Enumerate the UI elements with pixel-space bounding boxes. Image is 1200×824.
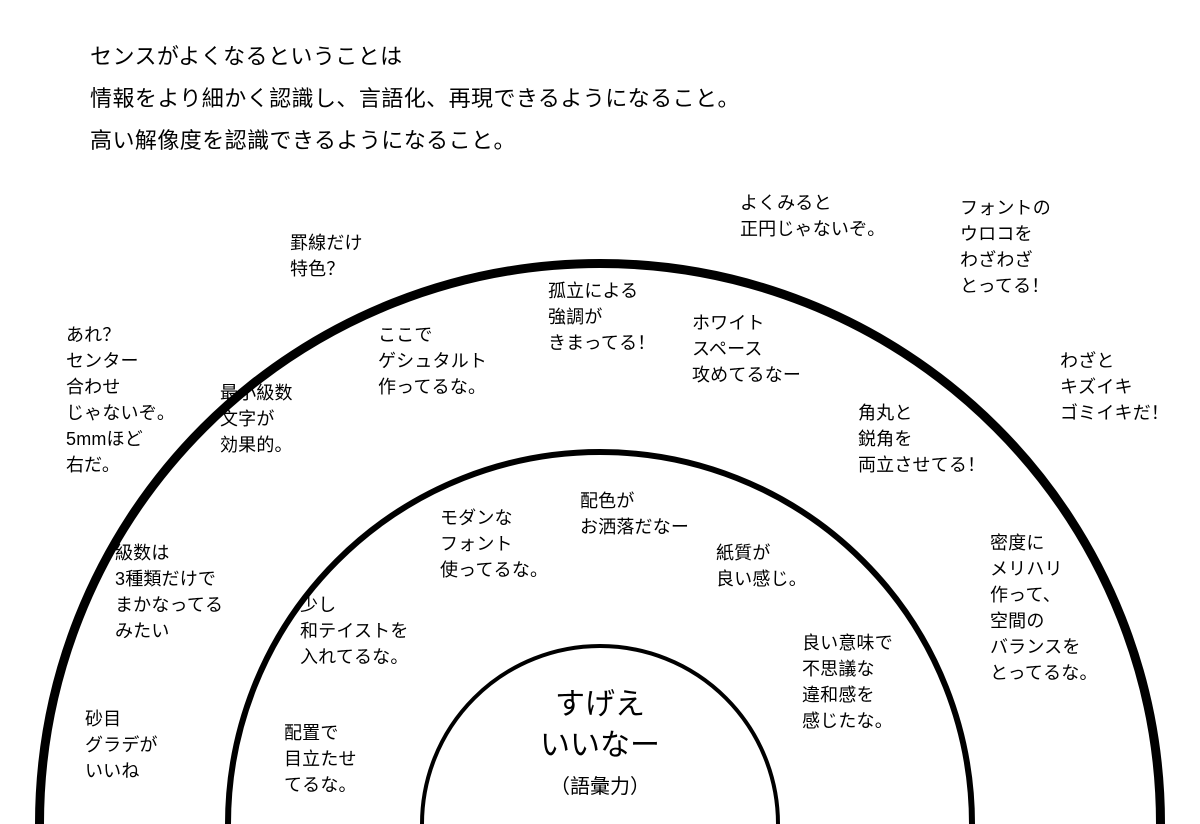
annotation-label: 角丸と 鋭角を 両立させてる！ (858, 400, 985, 478)
header-line-3: 高い解像度を認識できるようになること。 (90, 120, 740, 162)
header-line-1: センスがよくなるということは (90, 36, 740, 78)
header-line-2: 情報をより細かく認識し、言語化、再現できるようになること。 (90, 78, 740, 120)
header-block: センスがよくなるということは 情報をより細かく認識し、言語化、再現できるようにな… (90, 36, 740, 161)
annotation-label: 配置で 目立たせ てるな。 (284, 720, 357, 798)
center-label: すげえ いいなー （語彙力） (520, 685, 680, 799)
annotation-label: 配色が お洒落だなー (580, 488, 689, 540)
annotation-label: 密度に メリハリ 作って、 空間の バランスを とってるな。 (990, 530, 1098, 687)
annotation-label: 最小級数 文字が 効果的。 (220, 380, 293, 458)
annotation-label: 罫線だけ 特色？ (290, 230, 363, 282)
annotation-label: 紙質が 良い感じ。 (716, 540, 807, 592)
diagram-stage: センスがよくなるということは 情報をより細かく認識し、言語化、再現できるようにな… (0, 0, 1200, 824)
annotation-label: 砂目 グラデが いいね (85, 706, 158, 784)
annotation-label: ホワイト スペース 攻めてるなー (692, 310, 801, 388)
annotation-label: 級数は 3種類だけで まかなってる みたい (115, 540, 223, 644)
center-main-2: いいなー (520, 726, 680, 767)
annotation-label: ここで ゲシュタルト 作ってるな。 (378, 322, 487, 400)
annotation-label: あれ？ センター 合わせ じゃないぞ。 5mmほど 右だ。 (66, 322, 175, 479)
annotation-label: 孤立による 強調が きまってる！ (548, 278, 655, 356)
annotation-label: フォントの ウロコを わざわざ とってる！ (960, 195, 1051, 299)
annotation-label: 良い意味で 不思議な 違和感を 感じたな。 (802, 630, 893, 734)
annotation-label: わざと キズイキ ゴミイキだ！ (1060, 348, 1169, 426)
annotation-label: 少し 和テイストを 入れてるな。 (300, 592, 409, 670)
annotation-label: モダンな フォント 使ってるな。 (440, 505, 548, 583)
annotation-label: よくみると 正円じゃないぞ。 (740, 190, 885, 242)
center-main-1: すげえ (520, 685, 680, 726)
center-sub: （語彙力） (520, 770, 680, 799)
